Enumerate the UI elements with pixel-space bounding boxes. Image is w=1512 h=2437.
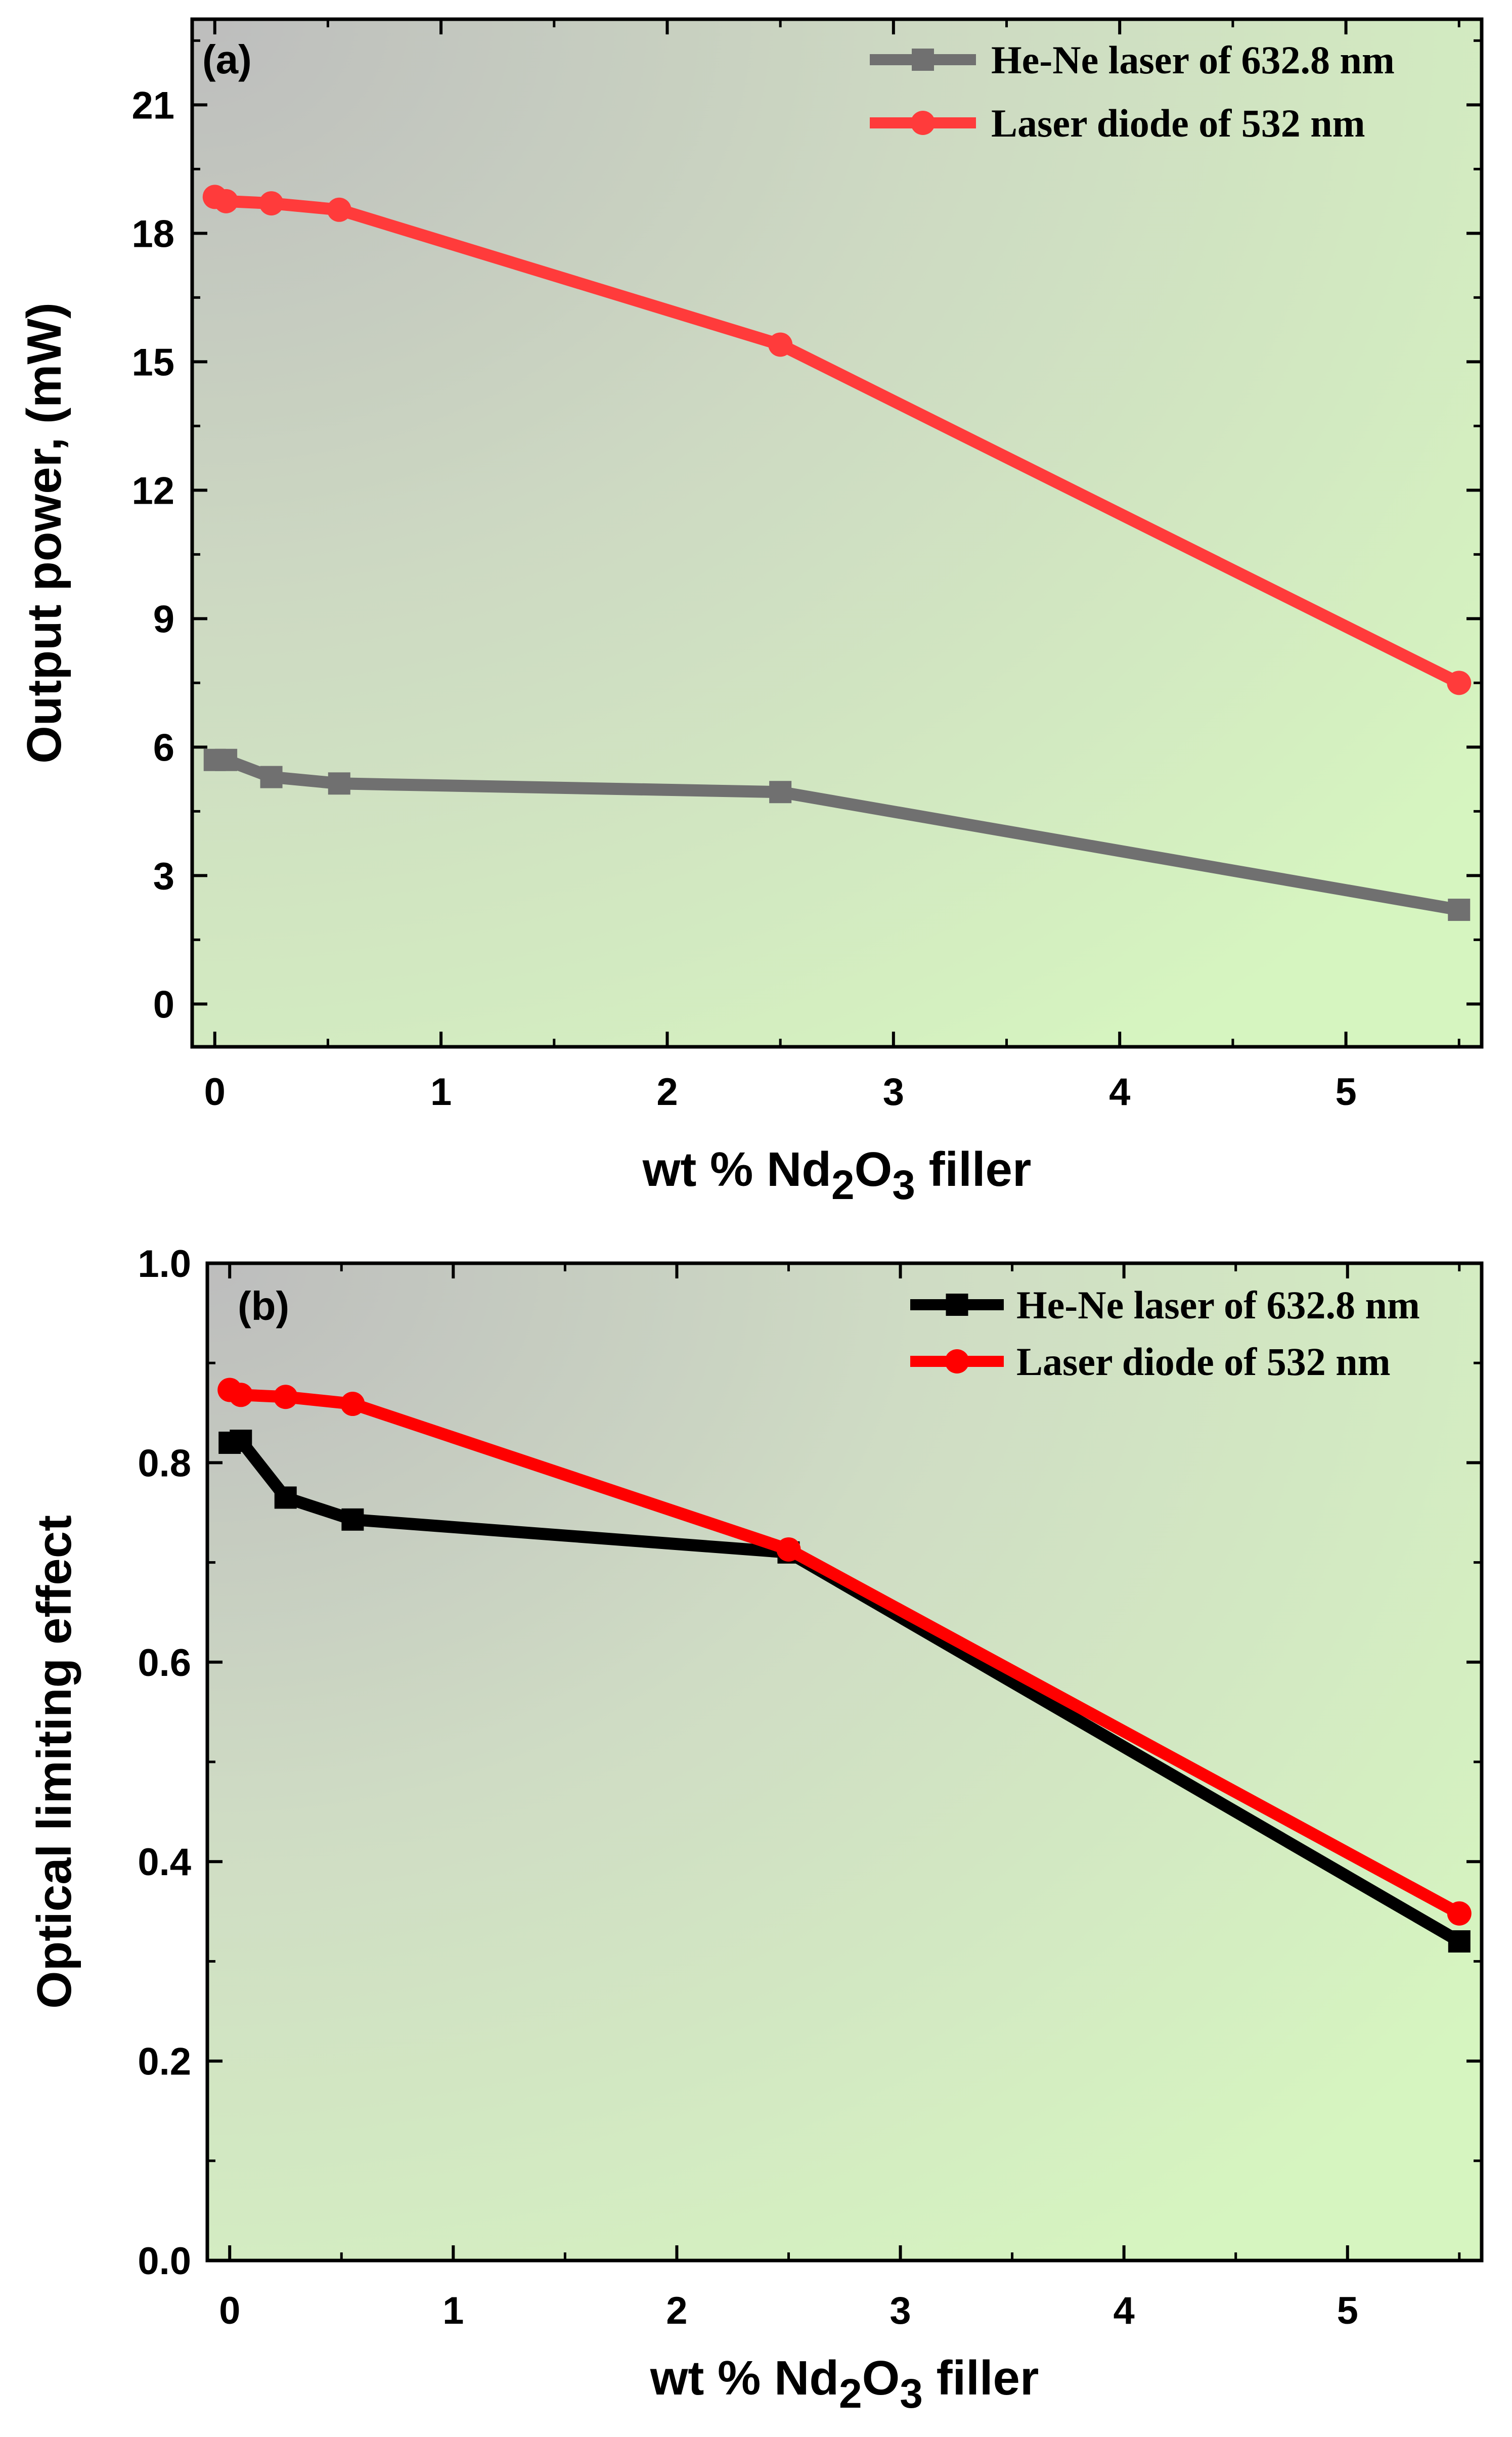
- data-point-circle: [229, 1383, 253, 1407]
- data-point-circle: [214, 189, 239, 213]
- y-tick-label: 0.6: [138, 1642, 191, 1685]
- data-point-square: [260, 766, 283, 788]
- data-point-square: [230, 1430, 252, 1452]
- x-tick-label: 0: [204, 1071, 226, 1114]
- y-axis-title: Optical limiting effect: [27, 1515, 81, 2009]
- data-point-square: [328, 772, 350, 795]
- y-tick-label: 21: [131, 84, 174, 127]
- data-point-square: [1448, 1930, 1471, 1953]
- data-point-circle: [340, 1392, 365, 1416]
- y-tick-label: 0.4: [138, 1841, 191, 1884]
- x-axis-title-subscript: 3: [900, 2371, 923, 2417]
- x-axis-title-subscript: 2: [839, 2371, 862, 2417]
- data-point-square: [215, 748, 238, 771]
- x-axis-title-subscript: 3: [892, 1162, 915, 1208]
- x-tick-label: 4: [1109, 1071, 1130, 1114]
- y-tick-label: 0: [153, 983, 174, 1026]
- x-tick-label: 1: [430, 1071, 452, 1114]
- y-tick-label: 1.0: [138, 1243, 191, 1286]
- x-axis-title-part: filler: [915, 1142, 1031, 1197]
- x-tick-label: 2: [666, 2289, 687, 2332]
- panel-label: (a): [202, 37, 252, 82]
- data-point-square: [274, 1486, 297, 1509]
- x-axis-title: wt % Nd2O3 filler: [650, 2351, 1039, 2417]
- x-tick-label: 2: [656, 1071, 678, 1114]
- y-tick-label: 3: [153, 855, 174, 898]
- plot-background: [192, 19, 1482, 1047]
- x-tick-label: 3: [890, 2289, 911, 2332]
- chart-b: 0 1 2 3 4 50.00.20.40.60.81.0(b) He-Ne laser o…: [27, 1243, 1484, 2417]
- x-tick-label: 5: [1335, 1071, 1356, 1114]
- data-point-circle: [259, 191, 284, 216]
- x-tick-label: 4: [1113, 2289, 1134, 2332]
- x-axis-title-part: O: [862, 2351, 900, 2405]
- y-tick-label: 0.8: [138, 1442, 191, 1485]
- legend-label: He-Ne laser of 632.8 nm: [991, 38, 1395, 82]
- y-tick-label: 15: [131, 341, 174, 384]
- data-point-circle: [1447, 1901, 1472, 1926]
- legend-marker-circle: [911, 111, 935, 135]
- data-point-square: [1448, 899, 1471, 921]
- legend-marker-square: [946, 1294, 968, 1316]
- panel-label: (b): [238, 1283, 289, 1328]
- data-point-circle: [776, 1537, 801, 1562]
- x-tick-label: 0: [219, 2289, 240, 2332]
- x-axis-title-part: filler: [923, 2351, 1039, 2405]
- data-point-circle: [768, 332, 793, 357]
- x-tick-label: 5: [1337, 2289, 1358, 2332]
- x-axis-title-part: wt % Nd: [642, 1142, 831, 1197]
- axes-frame: [205, 1261, 1484, 2263]
- x-axis-title-part: wt % Nd: [650, 2351, 839, 2405]
- x-axis-title-part: O: [855, 1142, 893, 1197]
- data-point-square: [769, 781, 792, 804]
- y-tick-label: 6: [153, 726, 174, 769]
- x-tick-label: 1: [442, 2289, 464, 2332]
- axes-frame: [190, 17, 1484, 1049]
- legend-label: Laser diode of 532 nm: [991, 101, 1365, 145]
- legend-label: Laser diode of 532 nm: [1016, 1340, 1391, 1384]
- x-axis-title-subscript: 2: [831, 1162, 855, 1208]
- y-tick-label: 0.2: [138, 2041, 191, 2084]
- data-point-circle: [327, 197, 351, 222]
- y-tick-label: 12: [131, 469, 174, 512]
- y-axis-title: Output power, (mW): [17, 302, 71, 764]
- legend-marker-square: [912, 49, 934, 71]
- data-point-circle: [273, 1385, 298, 1409]
- x-axis-title: wt % Nd2O3 filler: [642, 1142, 1032, 1208]
- y-tick-label: 9: [153, 598, 174, 641]
- data-point-circle: [1447, 671, 1472, 695]
- y-tick-label: 0.0: [138, 2240, 191, 2283]
- x-tick-label: 3: [883, 1071, 904, 1114]
- legend-marker-circle: [945, 1349, 969, 1373]
- data-point-square: [341, 1508, 364, 1531]
- legend-label: He-Ne laser of 632.8 nm: [1016, 1283, 1420, 1327]
- y-tick-label: 18: [131, 212, 174, 255]
